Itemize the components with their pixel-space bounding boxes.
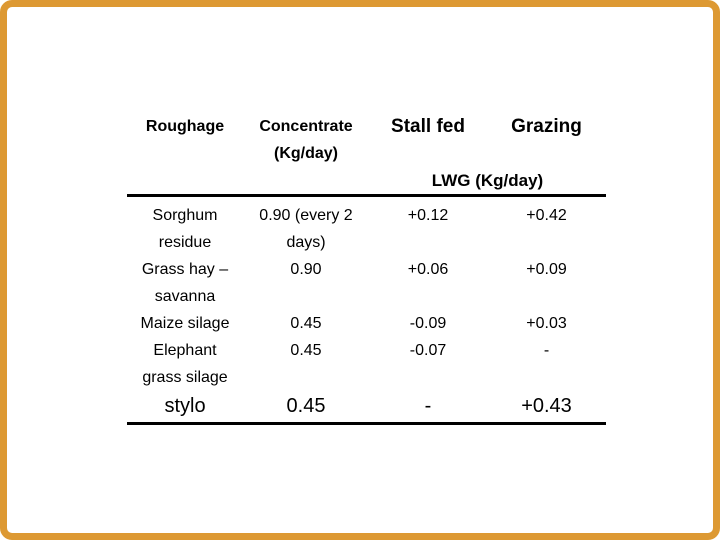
feeding-results-table: Roughage Concentrate (Kg/day) Stall fed … — [127, 113, 606, 425]
cell-stall-fed: +0.06 — [407, 261, 449, 278]
cell-grazing: +0.09 — [526, 261, 567, 278]
cell-grazing: - — [543, 342, 550, 359]
header-concentrate: Concentrate (Kg/day) — [259, 118, 353, 162]
cell-stall-fed: -0.07 — [409, 342, 447, 359]
cell-concentrate: 0.90 — [290, 261, 322, 278]
cell-grazing: +0.43 — [521, 395, 572, 417]
header-roughage: Roughage — [145, 118, 225, 135]
table-row: stylo 0.45 - +0.43 — [127, 391, 606, 422]
cell-roughage: Maize silage — [140, 315, 230, 332]
cell-concentrate: 0.45 — [290, 315, 322, 332]
cell-grazing: +0.42 — [526, 207, 567, 224]
cell-concentrate: 0.90 (every 2 days) — [259, 207, 353, 251]
header-row-2: LWG (Kg/day) — [127, 167, 606, 194]
cell-roughage: Elephant grass silage — [142, 342, 228, 386]
header-spacer-2 — [243, 167, 369, 194]
header-row-1: Roughage Concentrate (Kg/day) Stall fed … — [127, 113, 606, 167]
table-row: Grass hay – savanna 0.90 +0.06 +0.09 — [127, 256, 606, 310]
header-stall-fed: Stall fed — [391, 116, 465, 137]
cell-roughage: stylo — [164, 395, 206, 417]
cell-roughage: Sorghum residue — [152, 207, 218, 251]
cell-roughage: Grass hay – savanna — [141, 261, 229, 305]
cell-stall-fed: -0.09 — [409, 315, 447, 332]
header-lwg-span: LWG (Kg/day) — [431, 171, 544, 190]
cell-grazing: +0.03 — [526, 315, 567, 332]
cell-stall-fed: +0.12 — [407, 207, 449, 224]
table-row: Sorghum residue 0.90 (every 2 days) +0.1… — [127, 202, 606, 256]
cell-concentrate: 0.45 — [290, 342, 322, 359]
cell-stall-fed: - — [424, 395, 432, 417]
header-grazing: Grazing — [511, 116, 582, 137]
table-header: Roughage Concentrate (Kg/day) Stall fed … — [127, 113, 606, 197]
table-body: Sorghum residue 0.90 (every 2 days) +0.1… — [127, 197, 606, 425]
header-spacer-1 — [127, 167, 243, 194]
table-row: Elephant grass silage 0.45 -0.07 - — [127, 337, 606, 391]
table-row: Maize silage 0.45 -0.09 +0.03 — [127, 310, 606, 337]
cell-concentrate: 0.45 — [286, 395, 326, 417]
